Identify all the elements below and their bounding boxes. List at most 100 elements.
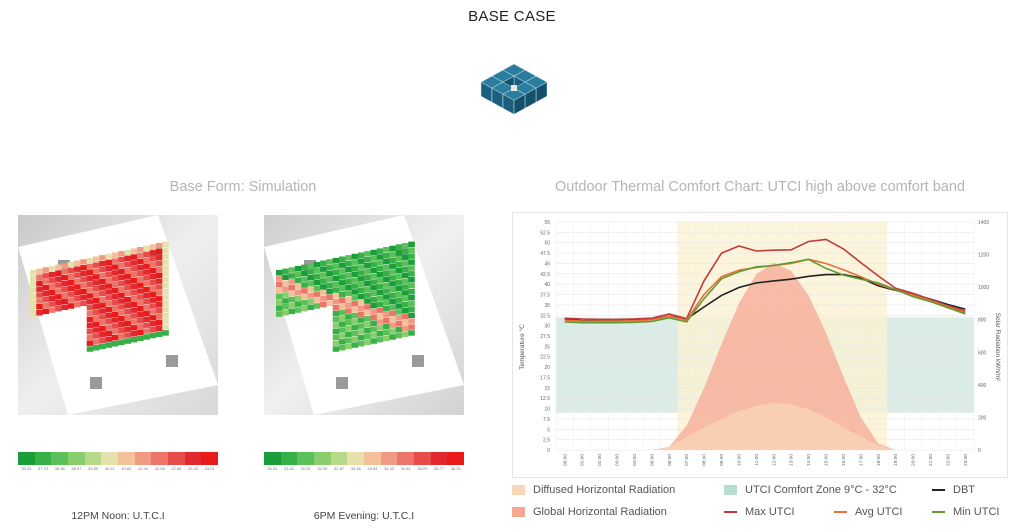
heat-cell bbox=[383, 258, 390, 265]
heat-cell bbox=[111, 252, 119, 258]
heat-cell bbox=[74, 272, 81, 278]
heat-cell bbox=[30, 305, 37, 311]
y2-axis-label: Solar Radiation kWh/m² bbox=[994, 313, 1001, 382]
scale-tick: 34.81 bbox=[400, 466, 411, 471]
scale-tick: 36.26 bbox=[450, 466, 461, 471]
heat-cell bbox=[42, 273, 50, 279]
x-tick-label: 04:00 bbox=[632, 454, 638, 466]
heat-cell bbox=[320, 284, 327, 290]
heat-cell bbox=[408, 247, 415, 253]
heat-cell bbox=[55, 276, 62, 282]
heat-cell bbox=[105, 265, 113, 272]
heat-cell bbox=[320, 272, 327, 278]
heat-cell bbox=[389, 263, 396, 269]
heat-cell bbox=[383, 247, 390, 253]
x-tick-label: 23:00 bbox=[963, 454, 969, 466]
heat-cell bbox=[357, 293, 365, 300]
heat-cell bbox=[111, 293, 119, 300]
heat-cell bbox=[376, 336, 384, 343]
heat-cell bbox=[357, 252, 365, 258]
heat-cell bbox=[402, 266, 409, 273]
heat-cell bbox=[130, 301, 138, 307]
scale-tick: 32.39 bbox=[317, 466, 328, 471]
heat-cell bbox=[332, 293, 340, 299]
heat-cell bbox=[137, 264, 144, 271]
heat-cell bbox=[370, 285, 377, 291]
heat-cell bbox=[357, 335, 365, 341]
x-tick-label: 02:00 bbox=[597, 454, 603, 466]
heat-cell bbox=[339, 345, 346, 351]
heat-cell bbox=[67, 285, 75, 291]
heat-cell bbox=[86, 281, 94, 287]
heat-cell bbox=[408, 300, 415, 307]
y-tick-label: 12.5 bbox=[540, 396, 550, 402]
x-tick-label: 21:00 bbox=[928, 454, 934, 466]
heat-cell bbox=[383, 311, 390, 318]
heat-cell bbox=[61, 304, 68, 310]
heat-cell bbox=[370, 326, 377, 332]
heat-cell bbox=[370, 302, 377, 309]
scale-swatch bbox=[314, 452, 331, 465]
heat-cell bbox=[137, 282, 144, 288]
heat-cell bbox=[124, 332, 131, 338]
heat-cell bbox=[395, 315, 403, 321]
heat-cell bbox=[149, 244, 157, 250]
legend-item: UTCI Comfort Zone 9°C - 32°C bbox=[724, 484, 897, 496]
heat-cell bbox=[339, 321, 346, 327]
heat-cell bbox=[326, 294, 333, 301]
heat-cell bbox=[408, 282, 415, 289]
y-tick-label: 35 bbox=[544, 303, 550, 309]
heat-cell bbox=[36, 274, 43, 280]
heat-cell bbox=[320, 295, 327, 302]
heat-cell bbox=[162, 259, 169, 265]
legend-swatch bbox=[512, 485, 525, 495]
heat-cell bbox=[402, 260, 409, 267]
column-block bbox=[166, 355, 178, 367]
heat-cell bbox=[55, 288, 62, 294]
heat-cell bbox=[143, 245, 150, 252]
heat-cell bbox=[339, 339, 346, 345]
heat-cell bbox=[86, 322, 94, 329]
heat-cell bbox=[364, 292, 371, 298]
noon-color-scale bbox=[18, 452, 219, 465]
heat-cell bbox=[320, 290, 327, 296]
heat-cell bbox=[402, 319, 409, 326]
heat-cell bbox=[307, 281, 314, 287]
heat-cell bbox=[408, 241, 415, 248]
heat-cell bbox=[130, 307, 138, 313]
heat-cell bbox=[357, 323, 365, 329]
heat-cell bbox=[395, 309, 403, 315]
heat-cell bbox=[402, 296, 409, 302]
scale-swatch bbox=[168, 452, 185, 465]
heat-cell bbox=[364, 286, 371, 292]
heat-cell bbox=[99, 337, 106, 344]
heat-cell bbox=[282, 268, 289, 275]
y2-tick-label: 1400 bbox=[978, 220, 989, 226]
heat-cell bbox=[402, 290, 409, 296]
heat-cell bbox=[351, 318, 359, 325]
heat-cell bbox=[156, 272, 163, 278]
heat-cell bbox=[36, 304, 43, 310]
heat-cell bbox=[93, 309, 100, 316]
heat-cell bbox=[351, 330, 359, 336]
heat-cell bbox=[156, 296, 163, 302]
heat-cell bbox=[307, 304, 314, 310]
heat-cell bbox=[162, 288, 169, 295]
heat-cell bbox=[111, 329, 119, 335]
heat-cell bbox=[48, 271, 56, 278]
heat-cell bbox=[111, 264, 119, 270]
heat-cell bbox=[389, 281, 396, 287]
heat-cell bbox=[111, 323, 119, 329]
heat-cell bbox=[389, 304, 396, 311]
legend-label: UTCI Comfort Zone 9°C - 32°C bbox=[745, 484, 897, 496]
heat-cell bbox=[67, 267, 75, 274]
heat-cell bbox=[118, 268, 125, 275]
heat-cell bbox=[351, 342, 359, 348]
x-tick-label: 17:00 bbox=[858, 454, 864, 466]
legend-label: Max UTCI bbox=[745, 506, 795, 518]
heat-cell bbox=[332, 305, 340, 311]
heat-cell bbox=[332, 257, 340, 264]
x-tick-label: 05:00 bbox=[649, 454, 655, 466]
heat-cell bbox=[313, 267, 321, 274]
heat-cell bbox=[395, 285, 403, 292]
